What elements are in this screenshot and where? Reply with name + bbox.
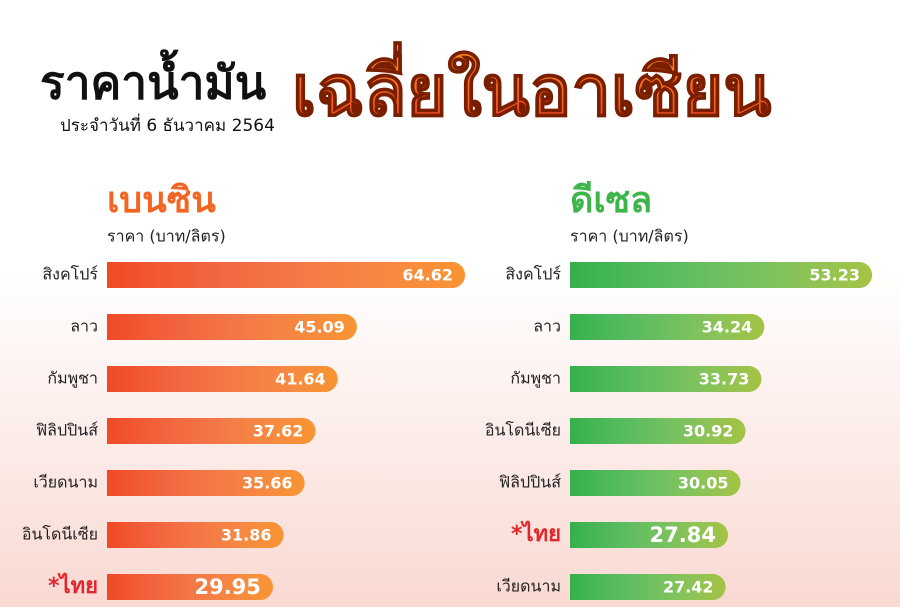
category-label: ลาว xyxy=(533,317,561,336)
bar-shine xyxy=(570,262,872,288)
category-label: กัมพูชา xyxy=(47,369,98,389)
value-label: 30.05 xyxy=(678,474,729,493)
value-label: 64.62 xyxy=(402,266,453,285)
bar-shine xyxy=(107,366,338,392)
category-label: *ไทย xyxy=(511,520,561,547)
category-label: เวียดนาม xyxy=(33,473,98,492)
bar-shine xyxy=(570,522,728,548)
value-label: 37.62 xyxy=(253,422,304,441)
category-label: เวียดนาม xyxy=(496,577,561,596)
category-label: อินโดนีเซีย xyxy=(485,421,561,440)
axis-label: ราคา (บาท/ลิตร) xyxy=(570,227,689,246)
value-label: 31.86 xyxy=(221,526,272,545)
value-label: 34.24 xyxy=(702,318,753,337)
category-label: สิงคโปร์ xyxy=(42,265,98,284)
category-label: สิงคโปร์ xyxy=(505,265,561,284)
category-label: อินโดนีเซีย xyxy=(22,525,98,544)
bar-shine xyxy=(570,418,746,444)
category-label: ลาว xyxy=(70,317,98,336)
bar-shine xyxy=(107,418,316,444)
axis-label: ราคา (บาท/ลิตร) xyxy=(107,227,226,246)
value-label: 35.66 xyxy=(242,474,293,493)
chart-title: เบนซิน xyxy=(107,180,216,221)
bar-shine xyxy=(570,574,726,600)
value-label: 27.84 xyxy=(650,523,716,547)
bar-shine xyxy=(107,314,357,340)
value-label: 27.42 xyxy=(663,578,714,597)
highlight-title: เฉลี่ยในอาเซียน xyxy=(292,41,771,132)
bar-shine xyxy=(107,262,465,288)
value-label: 30.92 xyxy=(683,422,734,441)
subtitle: ประจำวันที่ 6 ธันวาคม 2564 xyxy=(60,113,275,136)
category-label: ฟิลิปปินส์ xyxy=(36,421,98,440)
category-label: กัมพูชา xyxy=(510,369,561,389)
value-label: 29.95 xyxy=(194,575,260,599)
value-label: 33.73 xyxy=(699,370,750,389)
chart-title: ดีเซล xyxy=(570,180,652,221)
bar-shine xyxy=(107,470,305,496)
bar-shine xyxy=(570,314,765,340)
category-label: ฟิลิปปินส์ xyxy=(499,473,561,492)
category-label: *ไทย xyxy=(48,572,98,599)
value-label: 53.23 xyxy=(809,266,860,285)
title: ราคาน้ำมัน xyxy=(40,49,267,110)
bar-shine xyxy=(107,574,273,600)
bar-shine xyxy=(107,522,284,548)
bar-shine xyxy=(570,470,741,496)
value-label: 41.64 xyxy=(275,370,326,389)
value-label: 45.09 xyxy=(294,318,345,337)
bar-shine xyxy=(570,366,762,392)
